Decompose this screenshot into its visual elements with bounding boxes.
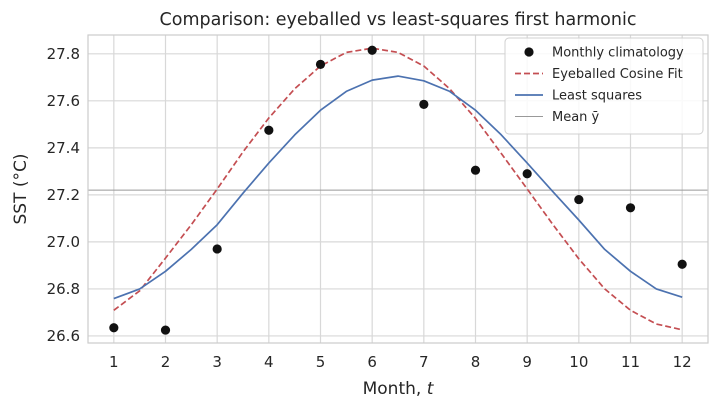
eyeballed-fit-line <box>113 47 683 331</box>
y-tick-label: 26.8 <box>47 280 80 298</box>
data-point <box>109 323 119 333</box>
data-point <box>677 259 687 269</box>
x-tick-label: 5 <box>316 353 326 371</box>
x-tick-label: 9 <box>522 353 532 371</box>
y-ticks: 26.6 26.8 27.0 27.2 27.4 27.6 27.8 <box>47 45 80 345</box>
x-tick-label: 3 <box>212 353 222 371</box>
data-point <box>264 125 274 135</box>
x-tick-label: 12 <box>673 353 692 371</box>
x-tick-label: 8 <box>471 353 481 371</box>
x-tick-label: 6 <box>367 353 377 371</box>
legend-marker-scatter <box>524 47 534 57</box>
legend-label: Eyeballed Cosine Fit <box>552 67 683 82</box>
y-tick-label: 27.6 <box>47 92 80 110</box>
data-point <box>470 165 481 175</box>
legend-label: Least squares <box>552 89 642 104</box>
x-tick-label: 2 <box>161 353 171 371</box>
data-point <box>315 59 326 69</box>
least-squares-line <box>113 75 683 300</box>
chart-title: Comparison: eyeballed vs least-squares f… <box>160 10 637 30</box>
x-tick-label: 7 <box>419 353 429 371</box>
legend-label: Monthly climatology <box>552 46 684 61</box>
x-tick-label: 11 <box>621 353 640 371</box>
y-tick-label: 27.4 <box>47 139 80 157</box>
x-ticks: 1 2 3 4 5 6 7 8 9 10 11 12 <box>109 353 692 371</box>
x-tick-label: 1 <box>109 353 119 371</box>
x-tick-label: 10 <box>569 353 588 371</box>
data-point <box>625 203 636 213</box>
data-point <box>367 45 377 55</box>
series-layer <box>88 45 708 335</box>
data-point <box>522 169 532 179</box>
data-point <box>212 244 222 254</box>
y-tick-label: 27.8 <box>47 45 80 63</box>
data-point <box>574 194 584 205</box>
y-tick-label: 27.2 <box>47 186 80 204</box>
y-tick-label: 26.6 <box>47 327 80 345</box>
data-point <box>419 99 429 109</box>
y-axis-label: SST (°C) <box>11 153 31 224</box>
data-point <box>160 325 171 335</box>
plot-frame <box>87 34 709 344</box>
legend-box <box>504 37 704 135</box>
legend: Monthly climatology Eyeballed Cosine Fit L… <box>504 37 704 135</box>
y-tick-label: 27.0 <box>47 233 80 251</box>
x-axis-label: Month, t <box>363 379 435 399</box>
x-tick-label: 4 <box>264 353 274 371</box>
legend-label: Mean ȳ <box>552 110 600 125</box>
